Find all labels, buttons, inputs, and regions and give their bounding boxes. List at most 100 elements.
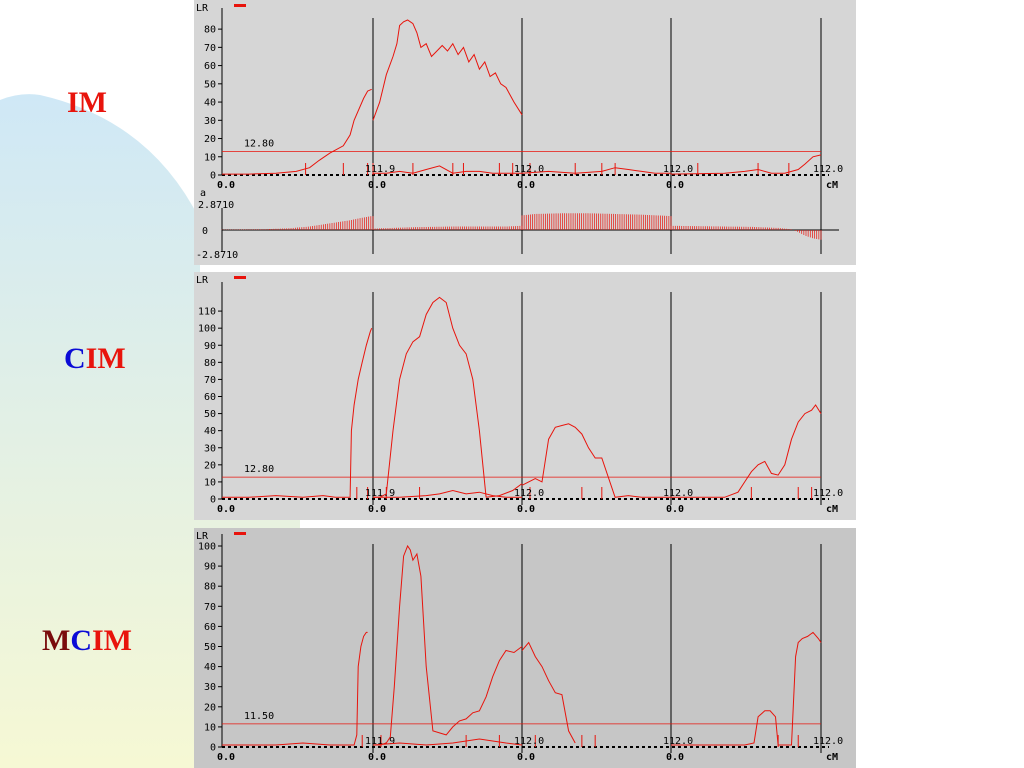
lr-plot-panel-mcim: LR 0 10 20 30 40 50 60 70 80 90 100 11.50 111.9 112.0 1… [194, 528, 856, 768]
y-tick-label: 20 [204, 702, 216, 713]
y-tick-label: 110 [198, 307, 216, 318]
lr-plot-panel-im: LR 0 10 20 30 40 50 60 70 80 12.80 111.9 112.0 112.0 1… [194, 0, 856, 265]
threshold-label: 11.50 [244, 711, 274, 722]
effect-zero-label: 0 [202, 226, 208, 237]
segment-end-label: 112.0 [663, 736, 693, 747]
y-tick-label: 70 [204, 43, 216, 54]
lr-curve [373, 165, 522, 174]
segment-start-label: 0.0 [368, 504, 386, 515]
lr-curve [373, 489, 522, 498]
lr-curve [521, 167, 671, 174]
y-tick-label: 50 [204, 79, 216, 90]
lr-curve [373, 296, 487, 498]
y-tick-label: 20 [204, 460, 216, 471]
y-axis-label: LR [196, 531, 209, 542]
y-tick-label: 100 [198, 324, 216, 335]
segment-end-label: 112.0 [514, 488, 544, 499]
x-axis-unit: cM [826, 180, 838, 191]
y-tick-label: 40 [204, 98, 216, 109]
segment-start-label: 0.0 [666, 504, 684, 515]
method-label-cim: CIM [64, 344, 126, 374]
lr-curve [671, 631, 822, 746]
label-segment: C [64, 342, 86, 375]
y-tick-label: 100 [198, 542, 216, 553]
y-tick-label: 90 [204, 562, 216, 573]
y-tick-label: 30 [204, 682, 216, 693]
y-tick-label: 40 [204, 662, 216, 673]
y-tick-label: 60 [204, 392, 216, 403]
y-tick-label: 40 [204, 426, 216, 437]
lr-plot-mcim: LR 0 10 20 30 40 50 60 70 80 90 100 11.50 111.9 112.0 1… [194, 528, 856, 768]
lr-curve [372, 19, 523, 121]
lr-curve [222, 328, 373, 498]
y-tick-label: 10 [204, 477, 216, 488]
segment-start-label: 0.0 [666, 752, 684, 763]
y-tick-label: 0 [210, 171, 216, 182]
y-tick-label: 50 [204, 409, 216, 420]
y-axis-label: LR [196, 275, 209, 286]
effect-min-label: -2.8710 [196, 250, 238, 261]
segment-end-label: 112.0 [813, 488, 843, 499]
lr-curve [671, 404, 822, 498]
x-axis-unit: cM [826, 752, 838, 763]
y-tick-label: 80 [204, 582, 216, 593]
y-tick-label: 80 [204, 25, 216, 36]
segment-end-label: 112.0 [663, 488, 693, 499]
lr-curve [372, 738, 523, 746]
lr-curve [222, 631, 368, 746]
y-tick-label: 70 [204, 375, 216, 386]
y-tick-label: 80 [204, 358, 216, 369]
segment-end-label: 111.9 [365, 164, 395, 175]
plot-background [194, 528, 856, 768]
segment-start-label: 0.0 [368, 752, 386, 763]
segment-end-label: 112.0 [813, 736, 843, 747]
segment-end-label: 112.0 [813, 164, 843, 175]
plot-background [194, 272, 856, 520]
threshold-label: 12.80 [244, 139, 274, 150]
label-segment: IM [67, 86, 107, 119]
lr-curve [521, 641, 576, 744]
lr-curve [222, 88, 372, 175]
threshold-label: 12.80 [244, 464, 274, 475]
effect-max-label: 2.8710 [198, 200, 234, 211]
y-tick-label: 0 [210, 495, 216, 506]
segment-end-label: 111.9 [365, 736, 395, 747]
lr-curve [373, 544, 523, 746]
y-tick-label: 20 [204, 134, 216, 145]
y-tick-label: 30 [204, 116, 216, 127]
method-label-mcim: MCIM [42, 626, 132, 656]
segment-start-label: 0.0 [217, 180, 235, 191]
y-tick-label: 90 [204, 341, 216, 352]
lr-plot-im: LR 0 10 20 30 40 50 60 70 80 12.80 111.9 112.0 112.0 1… [194, 0, 856, 265]
method-label-im: IM [67, 88, 107, 118]
segment-start-label: 0.0 [517, 504, 535, 515]
lr-curve [670, 154, 822, 175]
segment-start-label: 0.0 [217, 752, 235, 763]
x-axis-unit: cM [826, 504, 838, 515]
segment-start-label: 0.0 [368, 180, 386, 191]
lr-plot-cim: LR 0 10 20 30 40 50 60 70 80 90 100 110 12.80 111.9 112… [194, 272, 856, 520]
legend-swatch [234, 276, 246, 279]
y-tick-label: 60 [204, 61, 216, 72]
segment-start-label: 0.0 [666, 180, 684, 191]
segment-end-label: 112.0 [514, 164, 544, 175]
y-tick-label: 10 [204, 722, 216, 733]
label-segment: C [70, 624, 92, 657]
segment-start-label: 0.0 [217, 504, 235, 515]
legend-swatch [234, 4, 246, 7]
lr-curve [486, 483, 523, 498]
segment-end-label: 112.0 [514, 736, 544, 747]
segment-start-label: 0.0 [517, 180, 535, 191]
segment-end-label: 111.9 [365, 488, 395, 499]
y-tick-label: 60 [204, 622, 216, 633]
lr-curve [521, 423, 671, 498]
y-tick-label: 0 [210, 743, 216, 754]
legend-swatch [234, 532, 246, 535]
lr-plot-panel-cim: LR 0 10 20 30 40 50 60 70 80 90 100 110 12.80 111.9 112… [194, 272, 856, 520]
label-segment: IM [85, 342, 126, 375]
y-tick-label: 30 [204, 443, 216, 454]
segment-end-label: 112.0 [663, 164, 693, 175]
label-segment: M [42, 624, 71, 657]
y-axis-label: LR [196, 3, 209, 14]
y-tick-label: 70 [204, 602, 216, 613]
